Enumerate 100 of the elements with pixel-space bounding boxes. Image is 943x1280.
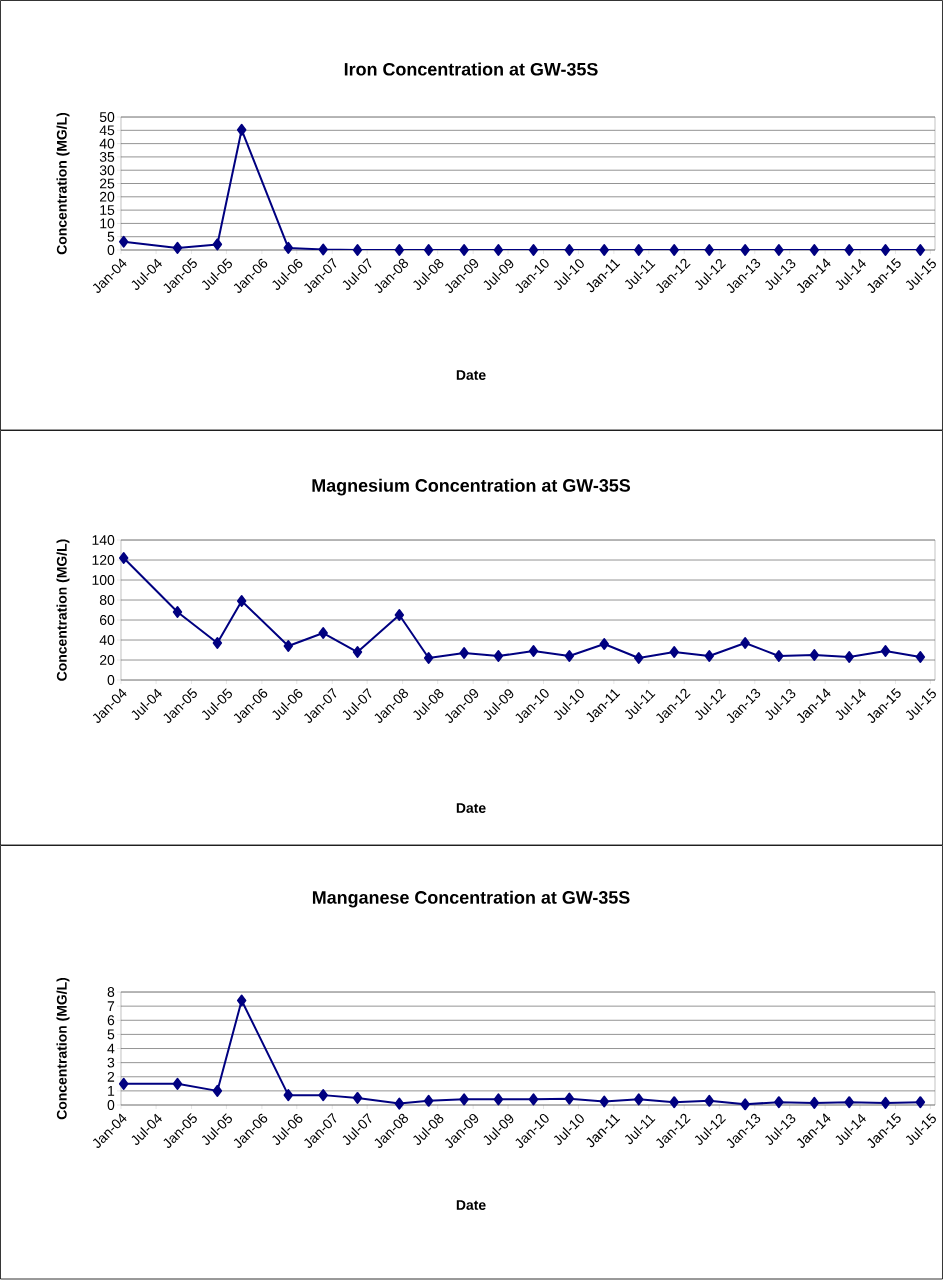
y-tick-label: 20 (99, 191, 115, 202)
point (528, 244, 539, 257)
point (459, 244, 469, 257)
point (459, 647, 469, 660)
point (564, 244, 575, 257)
point (423, 244, 434, 257)
point (880, 645, 891, 658)
point (283, 241, 294, 254)
y-tick-label: 140 (92, 535, 115, 545)
point (352, 244, 363, 257)
y-tick-label: 8 (107, 987, 115, 997)
point (118, 235, 129, 248)
y-axis-title: Concentration (MG/L) (56, 977, 70, 1120)
chart-title: Manganese Concentration at GW-35S (312, 890, 630, 908)
point (423, 1094, 434, 1107)
y-tick-label: 1 (108, 1086, 115, 1096)
point (352, 646, 363, 659)
point (844, 1096, 854, 1109)
point (118, 552, 129, 565)
y-tick-label: 50 (99, 112, 115, 122)
point (915, 244, 926, 257)
y-tick-label: 25 (99, 178, 115, 189)
y-tick-label: 0 (107, 245, 115, 255)
point (704, 650, 715, 663)
point (740, 637, 750, 650)
point (493, 650, 504, 663)
point (318, 1089, 328, 1102)
point (493, 244, 504, 257)
point (633, 1093, 644, 1106)
y-tick-label: 30 (99, 165, 115, 176)
y-tick-label: 15 (100, 205, 115, 215)
point (564, 1092, 575, 1105)
point (394, 609, 405, 622)
point (172, 241, 183, 254)
y-tick-label: 35 (99, 151, 115, 162)
point (423, 652, 434, 665)
x-axis-title: Date (456, 370, 486, 380)
point (633, 652, 644, 665)
y-tick-label: 60 (99, 615, 115, 625)
y-tick-label: 0 (107, 1100, 115, 1110)
point (740, 1098, 750, 1111)
y-tick-label: 5 (107, 1029, 115, 1040)
y-tick-label: 40 (99, 635, 115, 645)
y-tick-label: 4 (107, 1043, 115, 1054)
point (774, 650, 784, 663)
point (283, 1089, 294, 1102)
y-axis-title: Concentration (MG/L) (56, 112, 70, 255)
point (633, 244, 644, 257)
y-axis-title: Concentration (MG/L) (56, 539, 70, 681)
chart-title: Iron Concentration at GW-35S (344, 62, 598, 76)
y-tick-label: 10 (100, 218, 115, 229)
point (599, 1095, 609, 1108)
point (740, 244, 750, 257)
point (774, 244, 784, 257)
x-axis-title: Date (456, 803, 486, 813)
chart-title: Magnesium Concentration at GW-35S (312, 478, 631, 496)
point (318, 627, 328, 640)
point (212, 1084, 223, 1097)
y-tick-label: 2 (107, 1071, 115, 1082)
point (915, 1096, 926, 1109)
point (599, 638, 609, 651)
point (236, 123, 247, 136)
y-tick-label: 5 (107, 231, 115, 242)
y-tick-label: 3 (107, 1057, 115, 1068)
point (844, 651, 854, 664)
point (880, 244, 891, 257)
y-tick-label: 0 (107, 675, 115, 685)
point (172, 606, 183, 619)
point (528, 1093, 539, 1106)
point (669, 1096, 679, 1109)
point (704, 1094, 715, 1107)
y-tick-label: 120 (92, 555, 115, 565)
point (599, 244, 609, 257)
point (394, 1097, 405, 1110)
point (669, 646, 679, 659)
point (528, 645, 539, 658)
point (704, 244, 715, 257)
point (212, 238, 223, 251)
point (172, 1077, 183, 1090)
point (880, 1096, 891, 1109)
x-axis-title: Date (456, 1200, 486, 1210)
y-tick-label: 6 (107, 1015, 115, 1026)
point (283, 640, 294, 653)
point (915, 651, 926, 664)
point (844, 244, 854, 257)
y-tick-label: 45 (99, 125, 115, 136)
point (809, 1096, 820, 1109)
point (809, 649, 820, 662)
point (394, 244, 405, 257)
point (236, 994, 247, 1007)
y-tick-label: 7 (107, 1001, 115, 1011)
y-tick-label: 20 (99, 655, 115, 665)
point (493, 1093, 504, 1106)
point (669, 244, 679, 257)
y-tick-label: 40 (99, 138, 115, 149)
point (318, 243, 328, 256)
point (564, 650, 575, 663)
point (212, 637, 223, 650)
point (809, 244, 820, 257)
point (118, 1077, 129, 1090)
